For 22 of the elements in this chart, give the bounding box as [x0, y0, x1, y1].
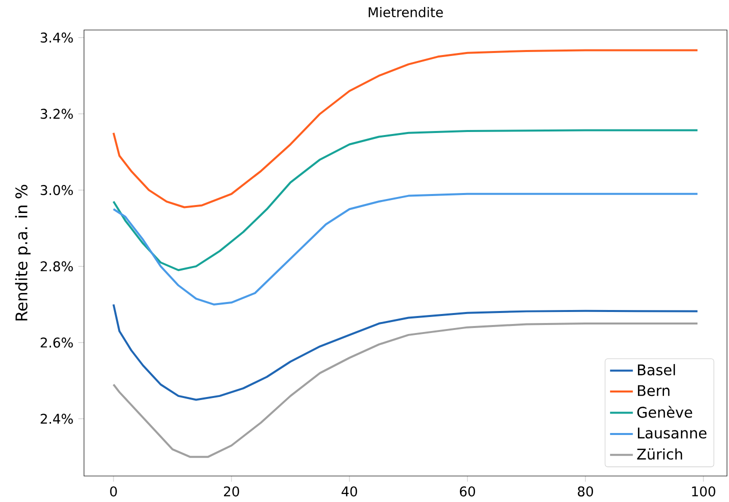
y-tick-label: 3.0%: [40, 185, 73, 196]
y-tick-label: 2.6%: [40, 338, 73, 348]
legend-label: Zürich: [637, 448, 682, 460]
y-axis-title: Rendite p.a. in %: [15, 184, 31, 320]
y-tick-label: 3.4%: [40, 32, 73, 43]
x-tick-label: 20: [224, 486, 240, 496]
line-series: [112, 129, 699, 272]
y-tick-label: 2.8%: [40, 261, 73, 272]
legend-label: Basel: [638, 364, 675, 376]
x-tick-label: 100: [692, 486, 716, 496]
line-series: [112, 49, 699, 208]
x-tick-label: 40: [342, 486, 358, 496]
legend-label: Genève: [637, 406, 692, 418]
x-tick-label: 0: [110, 486, 117, 496]
x-tick-label: 60: [460, 486, 476, 496]
line-series: [112, 303, 699, 401]
legend-label: Lausanne: [638, 428, 706, 439]
x-tick-label: 80: [578, 486, 594, 496]
y-tick-label: 2.4%: [40, 414, 73, 424]
chart-title: Mietrendite: [368, 6, 443, 18]
legend-label: Bern: [638, 385, 670, 396]
y-tick-label: 3.2%: [40, 108, 73, 119]
